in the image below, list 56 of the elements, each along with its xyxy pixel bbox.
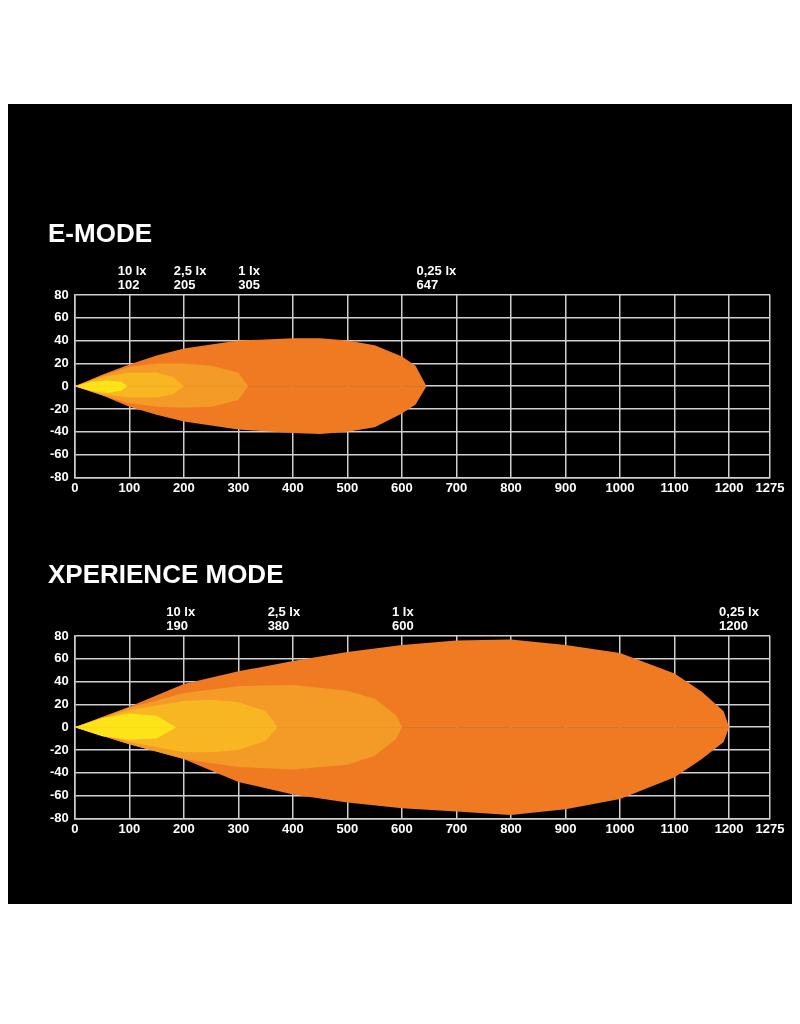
y-tick-label: -80 <box>49 809 69 825</box>
text: 10 lx 190 <box>166 604 196 633</box>
y-tick-label: 20 <box>54 354 69 370</box>
y-tick-label: -60 <box>49 787 69 803</box>
x-tick-label: 700 <box>445 479 468 495</box>
text: 10 lx 102 <box>117 263 148 292</box>
x-tick-label: 1100 <box>660 820 689 836</box>
x-tick-label: 600 <box>391 820 413 836</box>
x-tick-label: 700 <box>445 820 468 836</box>
y-tick-label: 60 <box>54 650 69 666</box>
text: 1 lx 600 <box>391 604 415 633</box>
y-tick-label: -20 <box>49 741 69 757</box>
x-tick-label: 1200 <box>714 479 744 495</box>
x-tick-label: 100 <box>118 479 141 495</box>
x-tick-label: 400 <box>282 479 304 495</box>
y-tick-label: -60 <box>49 446 69 462</box>
x-tick-label: 1000 <box>605 479 635 495</box>
y-tick-label: -40 <box>49 764 69 780</box>
x-tick-label: 200 <box>172 479 195 495</box>
x-tick-label: 1000 <box>605 820 635 836</box>
y-tick-label: 40 <box>54 673 69 689</box>
chart-title: E-MODE <box>48 218 153 249</box>
x-tick-label: 600 <box>391 479 413 495</box>
y-tick-label: 20 <box>54 695 69 711</box>
x-tick-label: 900 <box>554 820 577 836</box>
x-tick-label: 300 <box>227 479 250 495</box>
y-tick-label: 60 <box>54 309 69 325</box>
y-tick-label: -40 <box>49 423 69 439</box>
x-tick-label: 1275 <box>755 479 785 495</box>
text: 1 lx 305 <box>238 263 261 292</box>
y-tick-label: -80 <box>49 468 69 484</box>
text: 2,5 lx 380 <box>267 604 301 633</box>
x-tick-label: 800 <box>500 820 522 836</box>
x-tick-label: 900 <box>554 479 577 495</box>
x-tick-label: 1275 <box>755 820 785 836</box>
y-tick-label: 0 <box>61 377 69 393</box>
text: 0,25 lx 647 <box>416 263 458 292</box>
x-tick-label: 1100 <box>660 479 689 495</box>
x-tick-label: 800 <box>500 479 522 495</box>
x-tick-label: 500 <box>336 820 359 836</box>
chart-title: XPERIENCE MODE <box>48 559 285 590</box>
x-tick-label: 0 <box>71 479 79 495</box>
text: 2,5 lx 205 <box>173 263 208 292</box>
x-tick-label: 200 <box>172 820 195 836</box>
y-tick-label: -20 <box>49 400 69 416</box>
y-tick-label: 80 <box>54 627 69 643</box>
x-tick-label: 300 <box>227 820 250 836</box>
x-tick-label: 0 <box>71 820 79 836</box>
text: 0,25 lx 1200 <box>719 604 760 633</box>
y-tick-label: 40 <box>54 332 69 348</box>
x-tick-label: 400 <box>282 820 304 836</box>
y-tick-label: 80 <box>54 286 69 302</box>
y-tick-label: 0 <box>61 718 69 734</box>
x-tick-label: 100 <box>118 820 141 836</box>
x-tick-label: 1200 <box>714 820 744 836</box>
x-tick-label: 500 <box>336 479 359 495</box>
